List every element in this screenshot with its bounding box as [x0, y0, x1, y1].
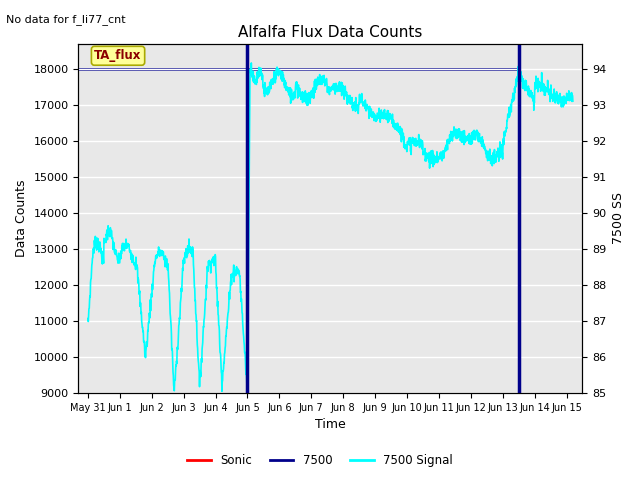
Y-axis label: 7500 SS: 7500 SS: [612, 192, 625, 244]
Legend: Sonic, 7500, 7500 Signal: Sonic, 7500, 7500 Signal: [182, 449, 458, 472]
Text: No data for f_li77_cnt: No data for f_li77_cnt: [6, 14, 126, 25]
Text: TA_flux: TA_flux: [94, 49, 141, 62]
X-axis label: Time: Time: [315, 419, 346, 432]
Title: Alfalfa Flux Data Counts: Alfalfa Flux Data Counts: [238, 24, 422, 39]
Y-axis label: Data Counts: Data Counts: [15, 180, 28, 257]
